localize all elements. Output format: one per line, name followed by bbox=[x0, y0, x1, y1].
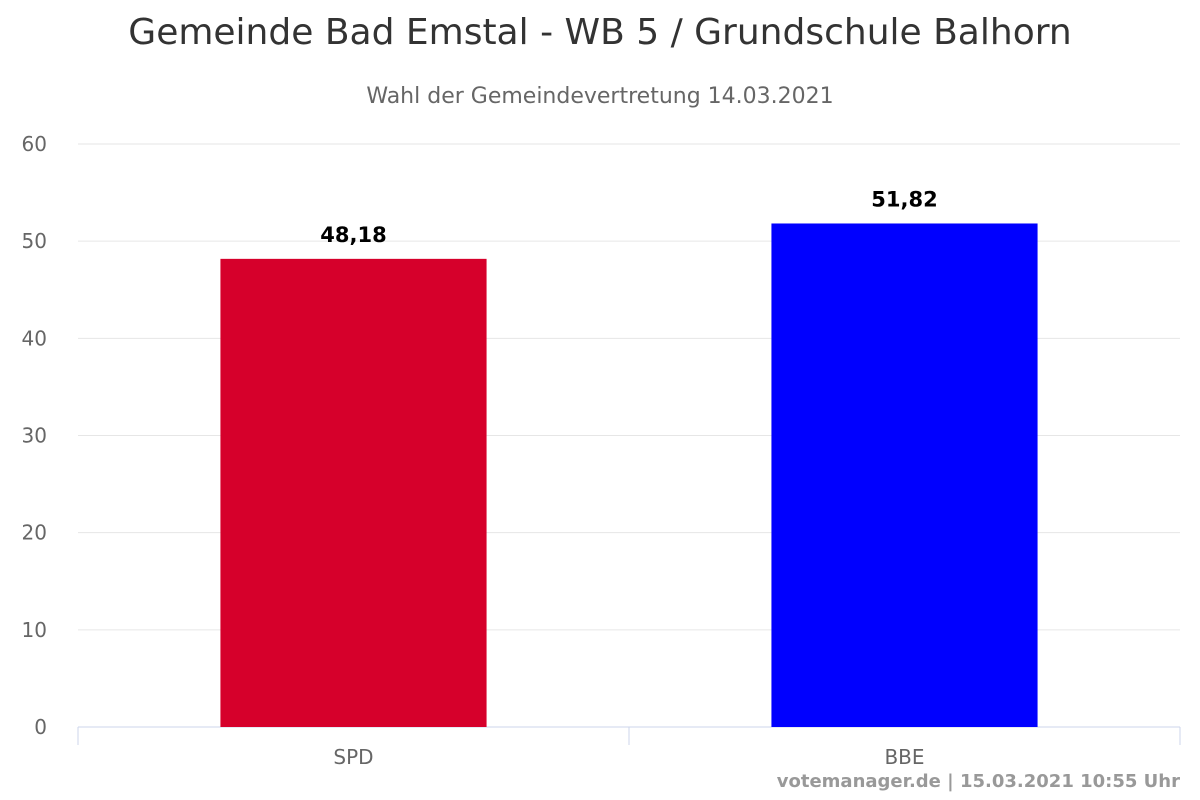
y-tick-label: 40 bbox=[22, 326, 47, 350]
bar-spd[interactable] bbox=[220, 258, 487, 727]
x-tick-label: BBE bbox=[884, 745, 924, 769]
chart-title: Gemeinde Bad Emstal - WB 5 / Grundschule… bbox=[128, 12, 1072, 53]
y-tick-label: 20 bbox=[22, 521, 47, 545]
credit-text[interactable]: votemanager.de | 15.03.2021 10:55 Uhr bbox=[776, 771, 1180, 792]
data-label: 51,82 bbox=[871, 187, 937, 211]
y-tick-label: 10 bbox=[22, 618, 47, 642]
data-label: 48,18 bbox=[320, 223, 386, 247]
y-tick-label: 50 bbox=[22, 229, 47, 253]
y-tick-label: 0 bbox=[34, 715, 47, 739]
y-tick-label: 60 bbox=[22, 132, 47, 156]
x-tick-label: SPD bbox=[333, 745, 373, 769]
y-tick-label: 30 bbox=[22, 424, 47, 448]
chart-subtitle: Wahl der Gemeindevertretung 14.03.2021 bbox=[366, 84, 834, 109]
bar-bbe[interactable] bbox=[771, 223, 1038, 727]
